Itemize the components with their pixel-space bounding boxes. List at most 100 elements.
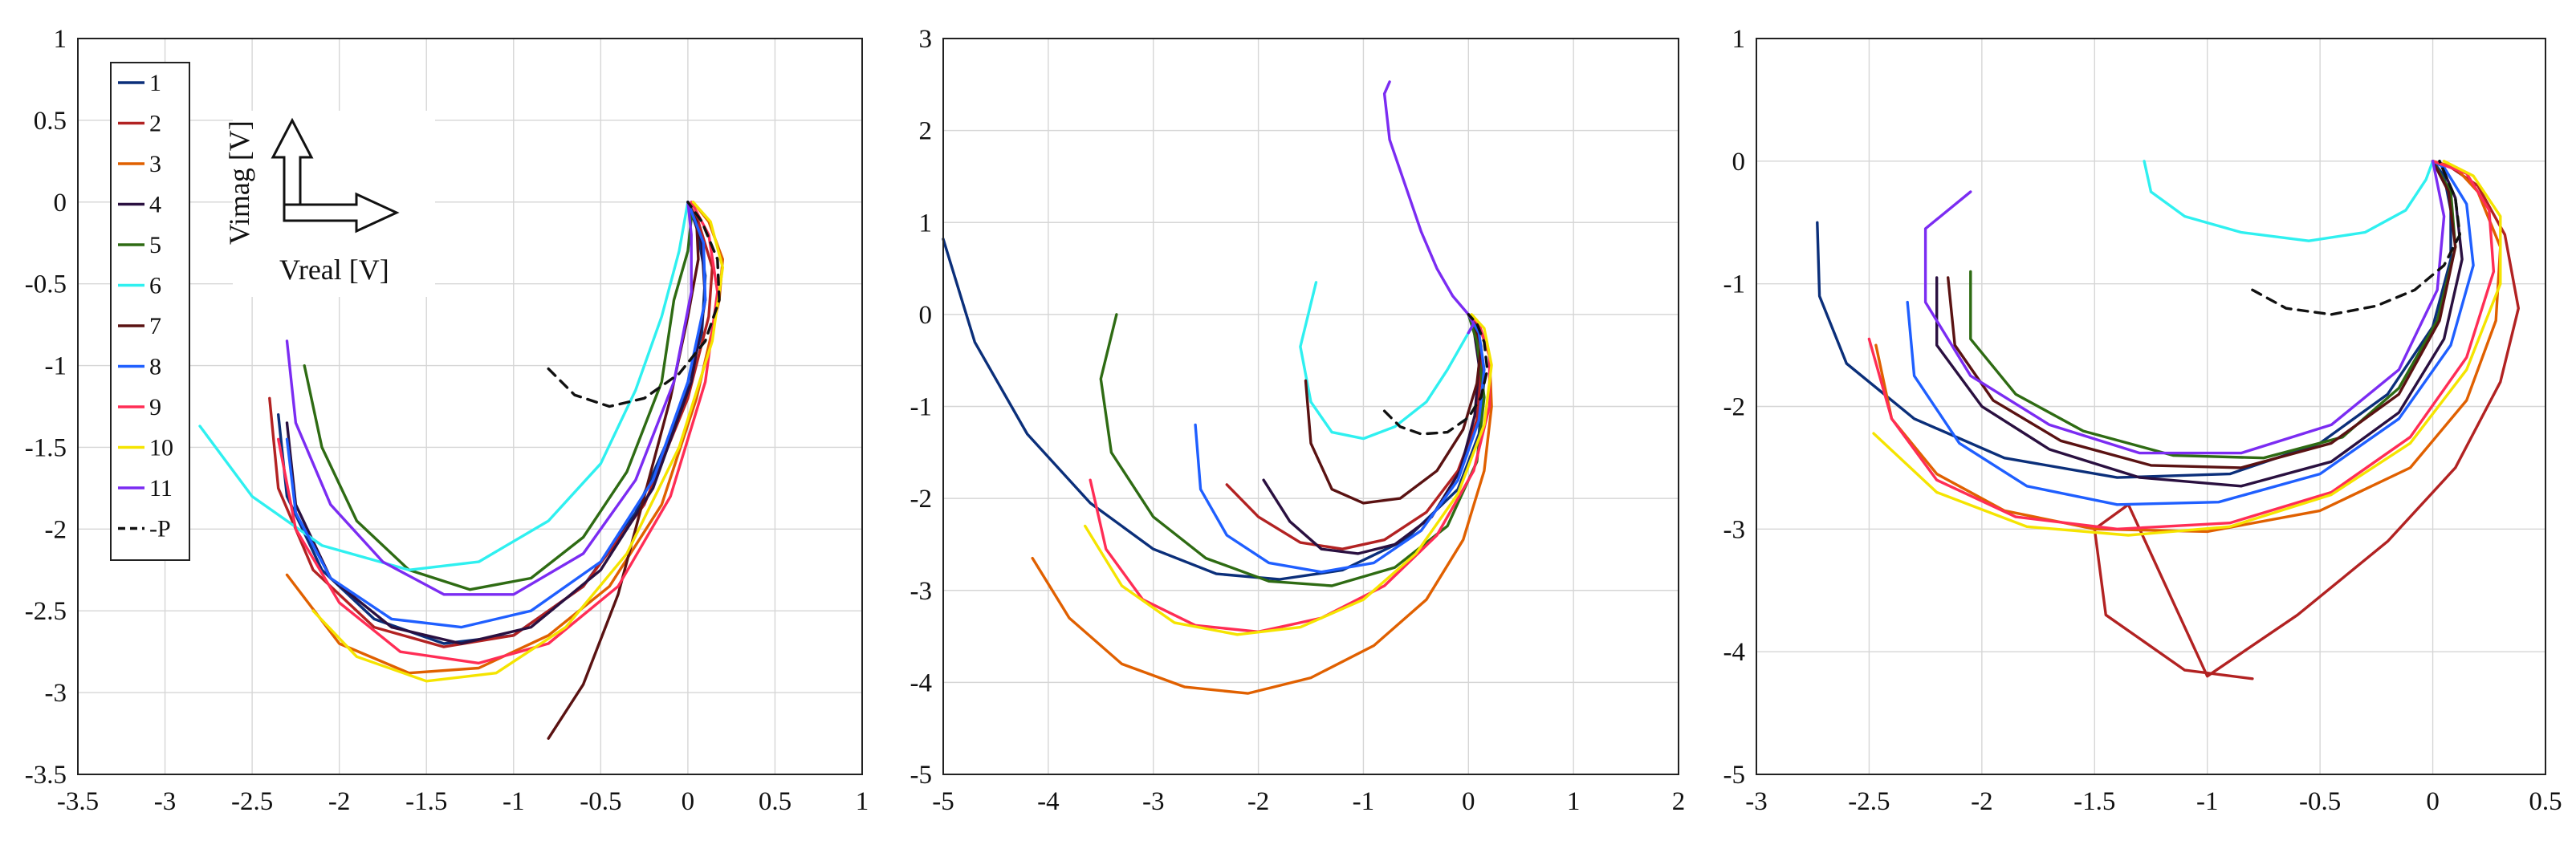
series-line-10 — [1084, 313, 1493, 636]
legend-label: 6 — [149, 273, 161, 299]
y-tick-label: 2 — [919, 117, 933, 146]
x-tick-label: -5 — [932, 787, 954, 816]
y-tick-label: -0.5 — [25, 270, 67, 299]
x-tick-label: -2 — [1247, 787, 1270, 816]
grid-lines — [942, 38, 1679, 775]
x-tick-label: 1 — [1567, 787, 1581, 816]
series-line--P — [2251, 160, 2461, 316]
y-tick-label: -3 — [1723, 515, 1746, 544]
x-tick-label: -2.5 — [231, 787, 273, 816]
y-tick-label: -2.5 — [25, 597, 67, 626]
series-line-8 — [1906, 160, 2475, 506]
x-tick-label: -2 — [1971, 787, 1993, 816]
chart-panel-1: -3.5 -3 -2.5 -2 -1.5 -1 -0.5 0 0.5 110.50-0.5-1-1… — [25, 25, 869, 816]
series-line-7 — [1947, 160, 2457, 469]
legend-label: 4 — [149, 192, 161, 218]
series-line-3 — [1874, 160, 2502, 534]
x-tick-label: 1 — [856, 787, 869, 816]
y-tick-label: -2 — [1723, 393, 1746, 422]
x-tick-label: -2.5 — [1848, 787, 1890, 816]
x-tick-label: 0 — [1462, 787, 1475, 816]
x-tick-label: -3 — [1745, 787, 1768, 816]
series-line-6 — [1299, 281, 1475, 441]
y-tick-label: -3.5 — [25, 761, 67, 790]
series-group — [942, 80, 1493, 695]
series-line-6 — [198, 201, 690, 571]
series-line-4 — [1935, 160, 2464, 488]
chart-panel-2: -5 -4 -3 -2 -1 0 1 2 3 2 1 0 -1 -2 -3 -4 -5 — [910, 25, 1686, 816]
x-tick-label: 2 — [1672, 787, 1686, 816]
series-group — [1816, 160, 2520, 680]
annotation-ylabel: Vimag [V] — [223, 120, 255, 245]
series-line-10 — [1872, 160, 2502, 537]
y-tick-label: 1 — [1732, 25, 1746, 54]
y-tick-label: 0 — [1732, 148, 1746, 177]
y-tick-label: 0 — [919, 301, 933, 330]
legend-label: 5 — [149, 232, 161, 258]
y-tick-label: -5 — [910, 761, 933, 790]
annotation-xlabel: Vreal [V] — [279, 254, 389, 286]
plot-frame — [1756, 38, 2546, 775]
series-line-2 — [2093, 160, 2520, 680]
y-tick-label: 1 — [919, 209, 933, 238]
arrow-right-icon — [283, 192, 400, 234]
axis-orientation-annotation: Vimag [V] Vreal [V] — [223, 111, 435, 297]
x-tick-label: -2 — [328, 787, 351, 816]
chart-legend: 1 2 3 4 5 6 7 8 9 10 11 -P — [110, 62, 190, 561]
series-line-9 — [1867, 160, 2496, 530]
x-tick-label: -0.5 — [580, 787, 621, 816]
y-tick-label: -2 — [45, 515, 67, 544]
y-tick-label: 0 — [54, 189, 67, 217]
x-tick-label: -3.5 — [57, 787, 99, 816]
series-line-8 — [285, 201, 707, 629]
x-tick-label: 0.5 — [2529, 787, 2562, 816]
legend-label: 3 — [149, 151, 161, 177]
series-line-5 — [1099, 313, 1486, 587]
series-line-2 — [268, 201, 714, 648]
series-line--P — [547, 201, 721, 408]
y-tick-label: -3 — [45, 679, 67, 708]
plot-area — [78, 39, 862, 774]
y-tick-label: -2 — [910, 485, 933, 514]
y-tick-label: -5 — [1723, 761, 1746, 790]
plot-frame — [77, 38, 863, 775]
y-tick-label: -1.5 — [25, 433, 67, 462]
legend-label: 9 — [149, 394, 161, 420]
x-tick-label: -1 — [503, 787, 525, 816]
series-line-5 — [303, 201, 693, 591]
series-line-7 — [547, 201, 700, 740]
x-tick-label: -3 — [154, 787, 177, 816]
y-tick-label: 0.5 — [34, 107, 67, 136]
legend-label: -P — [149, 516, 171, 542]
series-line--P — [1382, 313, 1489, 436]
y-tick-label: -1 — [1723, 270, 1746, 299]
series-line-11 — [285, 201, 693, 596]
y-tick-label: -4 — [1723, 638, 1746, 667]
legend-label: 10 — [149, 435, 173, 461]
y-tick-label: -1 — [910, 393, 933, 422]
legend-label: 2 — [149, 111, 161, 137]
series-line-3 — [285, 201, 724, 675]
legend-label: 7 — [149, 313, 161, 339]
x-tick-label: 0.5 — [759, 787, 792, 816]
legend-label: 1 — [149, 70, 161, 96]
x-tick-label: -1.5 — [2073, 787, 2115, 816]
legend-label: 8 — [149, 354, 161, 380]
x-tick-label: -0.5 — [2299, 787, 2341, 816]
y-tick-label: -4 — [910, 668, 933, 697]
series-line-6 — [2143, 160, 2435, 242]
legend-label: 11 — [149, 475, 173, 502]
x-tick-label: 0 — [2426, 787, 2440, 816]
chart-panel-3: -3 -2.5 -2 -1.5 -1 -0.5 0 0.5 1 0 -1 -2 -3 -4 -5 — [1723, 25, 2562, 816]
x-tick-label: 0 — [682, 787, 695, 816]
series-line-11 — [1923, 160, 2446, 455]
x-tick-label: -3 — [1142, 787, 1165, 816]
series-line-8 — [1194, 313, 1486, 574]
legend-box — [110, 62, 190, 561]
y-tick-label: -3 — [910, 577, 933, 606]
x-tick-label: -1.5 — [405, 787, 447, 816]
plot-frame — [942, 38, 1679, 775]
series-line-10 — [311, 201, 724, 683]
series-line-9 — [277, 201, 719, 665]
